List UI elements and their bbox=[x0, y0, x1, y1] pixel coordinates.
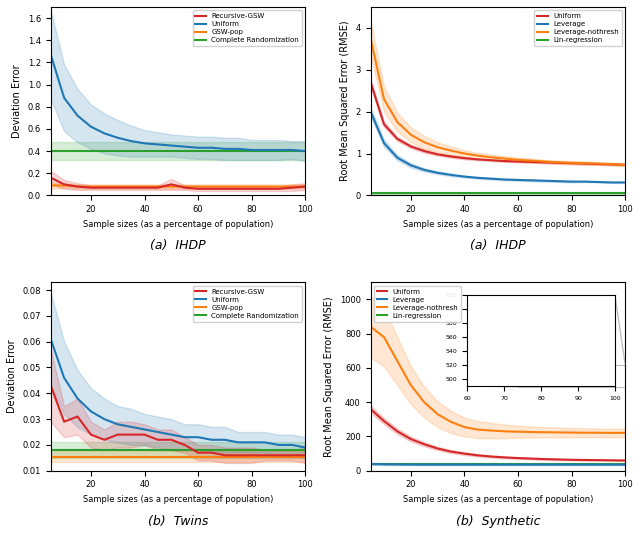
Y-axis label: Root Mean Squared Error (RMSE): Root Mean Squared Error (RMSE) bbox=[324, 296, 334, 457]
X-axis label: Sample sizes (as a percentage of population): Sample sizes (as a percentage of populat… bbox=[83, 495, 273, 504]
Legend: Recursive-GSW, Uniform, GSW-pop, Complete Randomization: Recursive-GSW, Uniform, GSW-pop, Complet… bbox=[193, 11, 302, 46]
Legend: Recursive-GSW, Uniform, GSW-pop, Complete Randomization: Recursive-GSW, Uniform, GSW-pop, Complet… bbox=[193, 286, 302, 321]
Y-axis label: Deviation Error: Deviation Error bbox=[7, 340, 17, 413]
X-axis label: Sample sizes (as a percentage of population): Sample sizes (as a percentage of populat… bbox=[403, 495, 593, 504]
X-axis label: Sample sizes (as a percentage of population): Sample sizes (as a percentage of populat… bbox=[83, 219, 273, 229]
Legend: Uniform, Leverage, Leverage-nothresh, Lin-regression: Uniform, Leverage, Leverage-nothresh, Li… bbox=[534, 11, 621, 46]
Title: (b)  Twins: (b) Twins bbox=[148, 515, 208, 528]
Title: (a)  IHDP: (a) IHDP bbox=[470, 239, 525, 252]
X-axis label: Sample sizes (as a percentage of population): Sample sizes (as a percentage of populat… bbox=[403, 219, 593, 229]
Y-axis label: Root Mean Squared Error (RMSE): Root Mean Squared Error (RMSE) bbox=[340, 21, 350, 182]
Title: (b)  Synthetic: (b) Synthetic bbox=[456, 515, 540, 528]
Y-axis label: Deviation Error: Deviation Error bbox=[12, 65, 22, 138]
Legend: Uniform, Leverage, Leverage-nothresh, Lin-regression: Uniform, Leverage, Leverage-nothresh, Li… bbox=[374, 286, 461, 321]
Bar bbox=[518, 365, 625, 387]
Title: (a)  IHDP: (a) IHDP bbox=[150, 239, 206, 252]
